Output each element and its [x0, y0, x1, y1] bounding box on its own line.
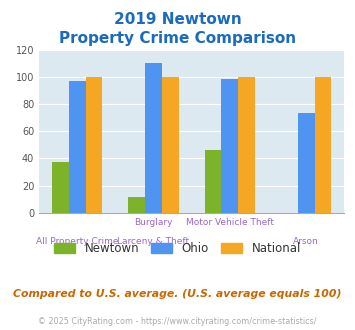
Bar [205, 150, 222, 213]
Text: Arson: Arson [293, 237, 319, 246]
Text: Larceny & Theft: Larceny & Theft [118, 237, 190, 246]
Text: Motor Vehicle Theft: Motor Vehicle Theft [186, 218, 274, 227]
Bar [52, 162, 69, 213]
Legend: Newtown, Ohio, National: Newtown, Ohio, National [49, 237, 306, 260]
Bar [145, 63, 162, 213]
Bar [238, 77, 255, 213]
Text: 2019 Newtown: 2019 Newtown [114, 12, 241, 26]
Bar [69, 81, 86, 213]
Bar [86, 77, 102, 213]
Text: Compared to U.S. average. (U.S. average equals 100): Compared to U.S. average. (U.S. average … [13, 289, 342, 299]
Bar [222, 80, 238, 213]
Bar [298, 114, 315, 213]
Text: All Property Crime: All Property Crime [36, 237, 119, 246]
Text: Burglary: Burglary [134, 218, 173, 227]
Text: Property Crime Comparison: Property Crime Comparison [59, 31, 296, 46]
Text: © 2025 CityRating.com - https://www.cityrating.com/crime-statistics/: © 2025 CityRating.com - https://www.city… [38, 317, 317, 326]
Bar [129, 197, 145, 213]
Bar [162, 77, 179, 213]
Bar [315, 77, 331, 213]
